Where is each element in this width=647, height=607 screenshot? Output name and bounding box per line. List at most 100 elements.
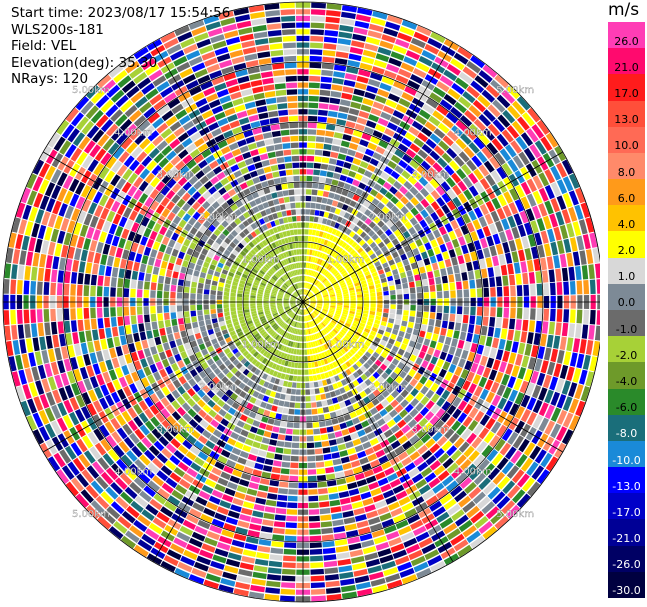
range-gate: [151, 428, 162, 440]
range-gate: [370, 303, 376, 308]
range-gate: [563, 351, 572, 366]
range-gate: [532, 385, 542, 399]
range-gate: [420, 433, 431, 444]
range-gate: [450, 449, 462, 461]
range-gate: [316, 339, 321, 346]
range-gate: [432, 110, 445, 122]
range-gate: [333, 172, 341, 180]
range-gate: [356, 520, 369, 529]
range-gate: [98, 328, 106, 340]
range-gate: [308, 109, 318, 115]
range-gate: [531, 124, 545, 139]
range-gate: [317, 380, 323, 387]
range-gate: [483, 287, 490, 297]
range-gate: [308, 515, 320, 522]
range-gate: [252, 390, 260, 398]
range-gate: [353, 320, 360, 325]
range-gate: [294, 321, 297, 328]
range-gate: [297, 342, 300, 348]
range-gate: [386, 394, 395, 403]
range-gate: [403, 304, 410, 311]
range-gate: [325, 326, 331, 332]
range-gate: [421, 543, 436, 555]
range-gate: [530, 308, 536, 320]
range-gate: [84, 319, 91, 331]
range-gate: [380, 483, 392, 493]
range-gate: [470, 80, 485, 94]
range-gate: [77, 319, 84, 332]
range-gate: [344, 353, 351, 360]
range-gate: [265, 311, 271, 316]
range-gate: [252, 315, 258, 320]
range-gate: [170, 543, 185, 555]
range-gate: [358, 273, 365, 279]
range-gate: [283, 302, 289, 304]
range-gate: [353, 264, 360, 270]
range-gate: [277, 351, 283, 357]
range-gate: [399, 272, 407, 279]
range-gate: [99, 424, 110, 438]
range-gate: [455, 77, 469, 90]
range-gate: [349, 411, 358, 419]
range-gate: [528, 272, 536, 284]
range-gate: [136, 289, 143, 298]
range-gate: [305, 336, 309, 342]
range-gate: [99, 397, 109, 410]
range-gate: [374, 95, 387, 104]
range-gate: [314, 237, 319, 243]
range-gate: [347, 536, 361, 544]
range-gate: [289, 334, 294, 340]
range-gate: [239, 514, 252, 522]
range-gate: [356, 479, 368, 487]
range-gate: [293, 422, 300, 429]
range-gate: [330, 151, 339, 159]
range-gate: [357, 350, 364, 357]
range-gate: [204, 314, 211, 320]
range-gate: [484, 213, 494, 225]
range-gate: [433, 269, 441, 278]
range-gate: [239, 319, 246, 324]
range-gate: [251, 405, 260, 413]
range-gate: [223, 347, 231, 355]
range-gate: [319, 96, 330, 103]
range-gate: [92, 363, 101, 375]
range-gate: [410, 74, 424, 85]
range-gate: [230, 292, 236, 297]
range-gate: [334, 430, 343, 438]
range-gate: [336, 478, 347, 485]
range-gate: [264, 458, 274, 466]
range-gate: [201, 543, 216, 553]
range-gate: [320, 163, 329, 170]
range-gate: [316, 305, 322, 308]
range-gate: [478, 114, 491, 127]
range-gate: [322, 278, 327, 283]
range-gate: [550, 391, 560, 406]
range-gate: [153, 493, 167, 505]
range-gate: [427, 271, 434, 279]
range-gate: [16, 309, 23, 324]
range-gate: [152, 241, 161, 251]
range-gate: [361, 539, 375, 548]
range-gate: [456, 306, 463, 315]
range-gate: [457, 46, 473, 60]
range-gate: [310, 15, 325, 22]
range-gate: [317, 298, 323, 301]
range-gate: [280, 588, 295, 595]
range-gate: [451, 82, 465, 95]
range-gate: [208, 472, 220, 482]
range-gate: [78, 331, 86, 343]
range-gate: [243, 294, 250, 298]
range-gate: [401, 19, 418, 30]
range-gate: [247, 529, 260, 538]
range-gate: [432, 365, 441, 375]
range-gate: [376, 265, 383, 271]
range-gate: [183, 311, 190, 318]
range-gate: [15, 234, 24, 250]
range-gate: [369, 158, 379, 167]
range-gate: [194, 456, 205, 467]
range-gate: [283, 401, 290, 408]
range-gate: [286, 422, 294, 428]
range-gate: [524, 222, 533, 236]
range-gate: [579, 250, 587, 265]
range-gate: [569, 237, 578, 252]
